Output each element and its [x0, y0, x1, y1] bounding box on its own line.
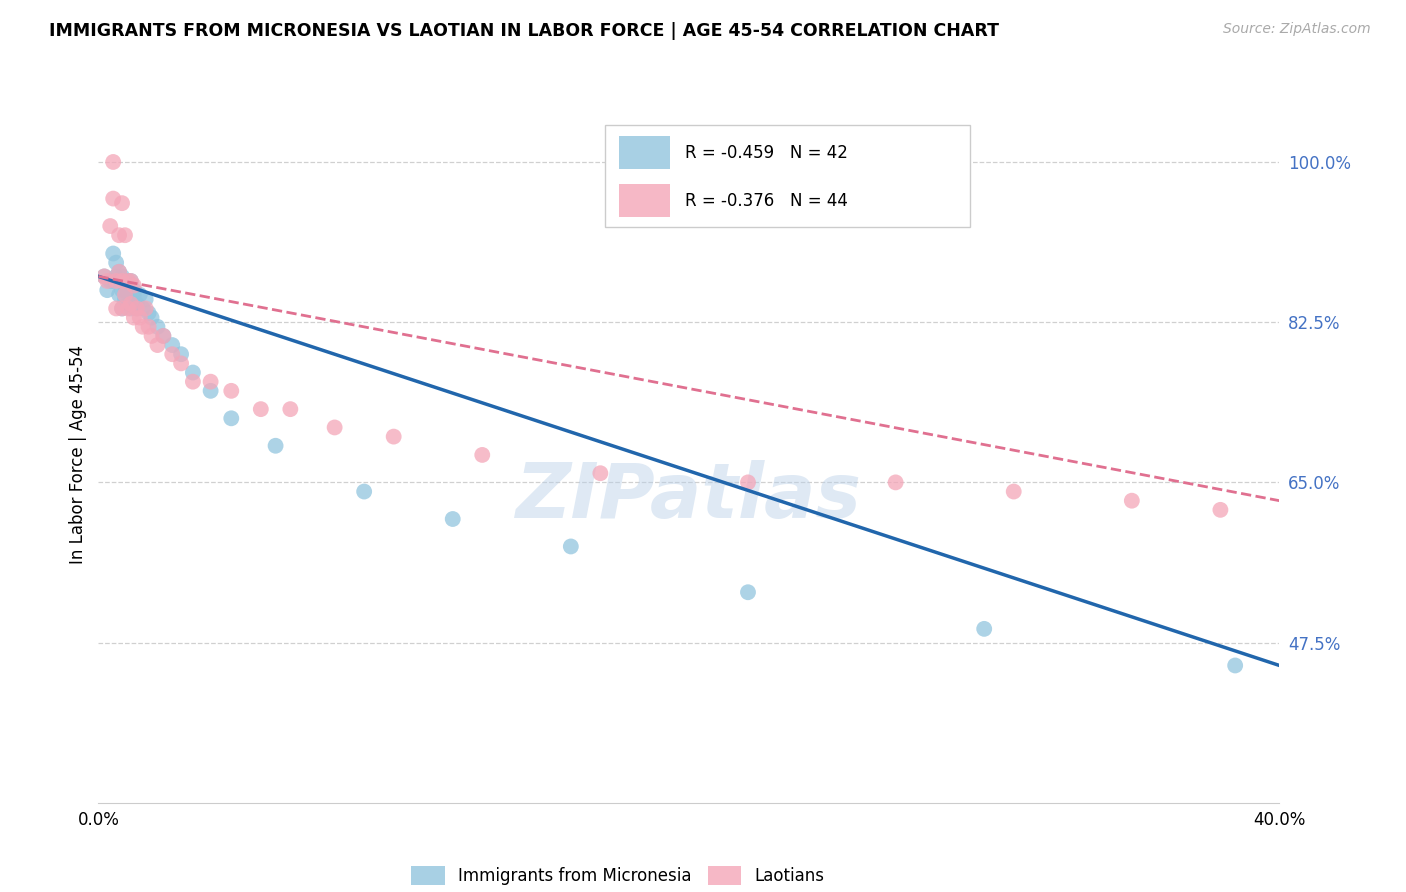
Point	[737, 475, 759, 490]
Point	[128, 310, 150, 325]
Point	[132, 319, 155, 334]
Point	[737, 585, 759, 599]
Text: Source: ZipAtlas.com: Source: ZipAtlas.com	[1223, 22, 1371, 37]
Point	[471, 448, 494, 462]
Point	[146, 338, 169, 352]
Point	[117, 283, 139, 297]
Point	[353, 484, 375, 499]
Point	[141, 310, 163, 325]
Point	[111, 301, 134, 316]
Point	[117, 274, 139, 288]
Point	[1223, 658, 1246, 673]
Point	[125, 301, 148, 316]
Point	[93, 269, 115, 284]
Text: R = -0.376   N = 44: R = -0.376 N = 44	[685, 192, 848, 210]
Y-axis label: In Labor Force | Age 45-54: In Labor Force | Age 45-54	[69, 345, 87, 565]
Point	[152, 329, 174, 343]
Point	[219, 411, 242, 425]
Point	[111, 269, 134, 284]
Point	[219, 384, 242, 398]
Point	[93, 269, 115, 284]
Point	[108, 265, 131, 279]
FancyBboxPatch shape	[605, 125, 970, 227]
Point	[111, 274, 134, 288]
Point	[96, 283, 118, 297]
Point	[152, 329, 174, 343]
Point	[120, 274, 142, 288]
Legend: Immigrants from Micronesia, Laotians: Immigrants from Micronesia, Laotians	[405, 859, 831, 892]
Point	[105, 255, 128, 269]
Point	[114, 293, 136, 307]
Point	[135, 301, 157, 316]
Point	[105, 274, 128, 288]
Point	[135, 293, 157, 307]
Point	[170, 356, 193, 370]
Point	[181, 375, 204, 389]
Point	[250, 402, 273, 417]
Point	[103, 192, 125, 206]
Point	[181, 366, 204, 380]
Point	[120, 297, 142, 311]
Point	[122, 310, 145, 325]
Text: IMMIGRANTS FROM MICRONESIA VS LAOTIAN IN LABOR FORCE | AGE 45-54 CORRELATION CHA: IMMIGRANTS FROM MICRONESIA VS LAOTIAN IN…	[49, 22, 1000, 40]
Point	[111, 283, 134, 297]
Point	[146, 319, 169, 334]
Point	[162, 347, 183, 361]
Point	[170, 347, 193, 361]
Text: ZIPatlas: ZIPatlas	[516, 459, 862, 533]
Point	[125, 301, 148, 316]
Text: R = -0.459   N = 42: R = -0.459 N = 42	[685, 144, 848, 161]
Point	[117, 301, 139, 316]
Point	[264, 439, 287, 453]
Point	[973, 622, 995, 636]
Point	[114, 287, 136, 301]
Point	[1209, 503, 1232, 517]
Point	[103, 246, 125, 260]
Point	[98, 219, 121, 233]
Point	[122, 278, 145, 293]
Point	[1002, 484, 1025, 499]
Point	[200, 375, 222, 389]
Point	[122, 287, 145, 301]
Point	[111, 301, 134, 316]
Point	[278, 402, 302, 417]
Point	[132, 301, 155, 316]
FancyBboxPatch shape	[619, 136, 671, 169]
Point	[114, 228, 136, 243]
Point	[108, 228, 131, 243]
Point	[138, 306, 160, 320]
Point	[114, 278, 136, 293]
Point	[884, 475, 907, 490]
Point	[117, 297, 139, 311]
Point	[105, 301, 128, 316]
Point	[103, 155, 125, 169]
Point	[96, 274, 118, 288]
Point	[382, 429, 405, 443]
Point	[128, 287, 150, 301]
Point	[589, 467, 612, 481]
Point	[162, 338, 183, 352]
Point	[1121, 493, 1143, 508]
Point	[138, 319, 160, 334]
Point	[200, 384, 222, 398]
Point	[120, 274, 142, 288]
Point	[108, 265, 131, 279]
Point	[560, 540, 582, 554]
Point	[117, 274, 139, 288]
Point	[120, 301, 142, 316]
FancyBboxPatch shape	[619, 185, 671, 218]
Point	[108, 287, 131, 301]
Point	[323, 420, 346, 434]
Point	[98, 274, 121, 288]
Point	[441, 512, 464, 526]
Point	[111, 196, 134, 211]
Point	[103, 274, 125, 288]
Point	[141, 329, 163, 343]
Point	[105, 269, 128, 284]
Point	[125, 297, 148, 311]
Point	[122, 283, 145, 297]
